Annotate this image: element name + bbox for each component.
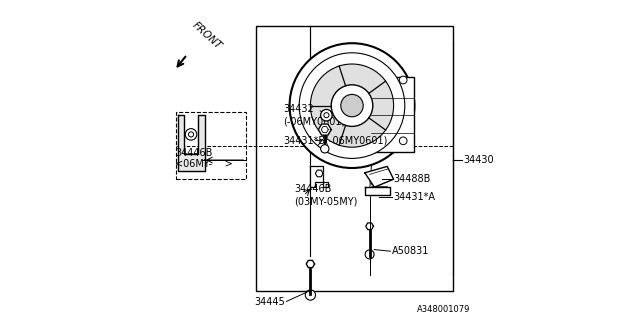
Bar (176, 112, 246, 179)
Polygon shape (366, 223, 374, 229)
Text: 34432
(-06MY0601): 34432 (-06MY0601) (283, 104, 346, 126)
Circle shape (321, 109, 332, 121)
Circle shape (399, 76, 407, 84)
Text: 34431*A: 34431*A (393, 192, 435, 202)
Text: 34446B
<06MY-    >: 34446B <06MY- > (175, 148, 233, 169)
Circle shape (341, 94, 364, 117)
Polygon shape (365, 187, 390, 195)
Polygon shape (178, 115, 205, 171)
Text: A50831: A50831 (392, 246, 429, 256)
Circle shape (290, 43, 415, 168)
Circle shape (370, 173, 383, 186)
Text: 34430: 34430 (463, 155, 494, 165)
Text: 34431*B(-06MY0601): 34431*B(-06MY0601) (283, 136, 388, 146)
Polygon shape (365, 166, 394, 187)
Text: 34446B
(03MY-05MY): 34446B (03MY-05MY) (294, 184, 358, 206)
Circle shape (321, 145, 329, 153)
Polygon shape (310, 166, 328, 187)
Text: 34445: 34445 (254, 297, 285, 307)
Circle shape (332, 85, 372, 126)
Circle shape (186, 129, 197, 140)
Circle shape (300, 53, 405, 158)
Circle shape (373, 176, 379, 182)
Bar (371, 77, 415, 152)
Polygon shape (307, 260, 315, 268)
Circle shape (365, 250, 374, 259)
Polygon shape (319, 124, 332, 135)
Circle shape (324, 113, 329, 118)
Bar (256, 26, 453, 291)
Circle shape (305, 290, 316, 300)
Text: FRONT: FRONT (191, 20, 223, 51)
Text: 34488B: 34488B (393, 174, 430, 184)
Polygon shape (316, 170, 323, 177)
Text: A348001079: A348001079 (417, 305, 470, 314)
Circle shape (188, 132, 194, 137)
Circle shape (310, 64, 394, 147)
Circle shape (399, 137, 407, 145)
